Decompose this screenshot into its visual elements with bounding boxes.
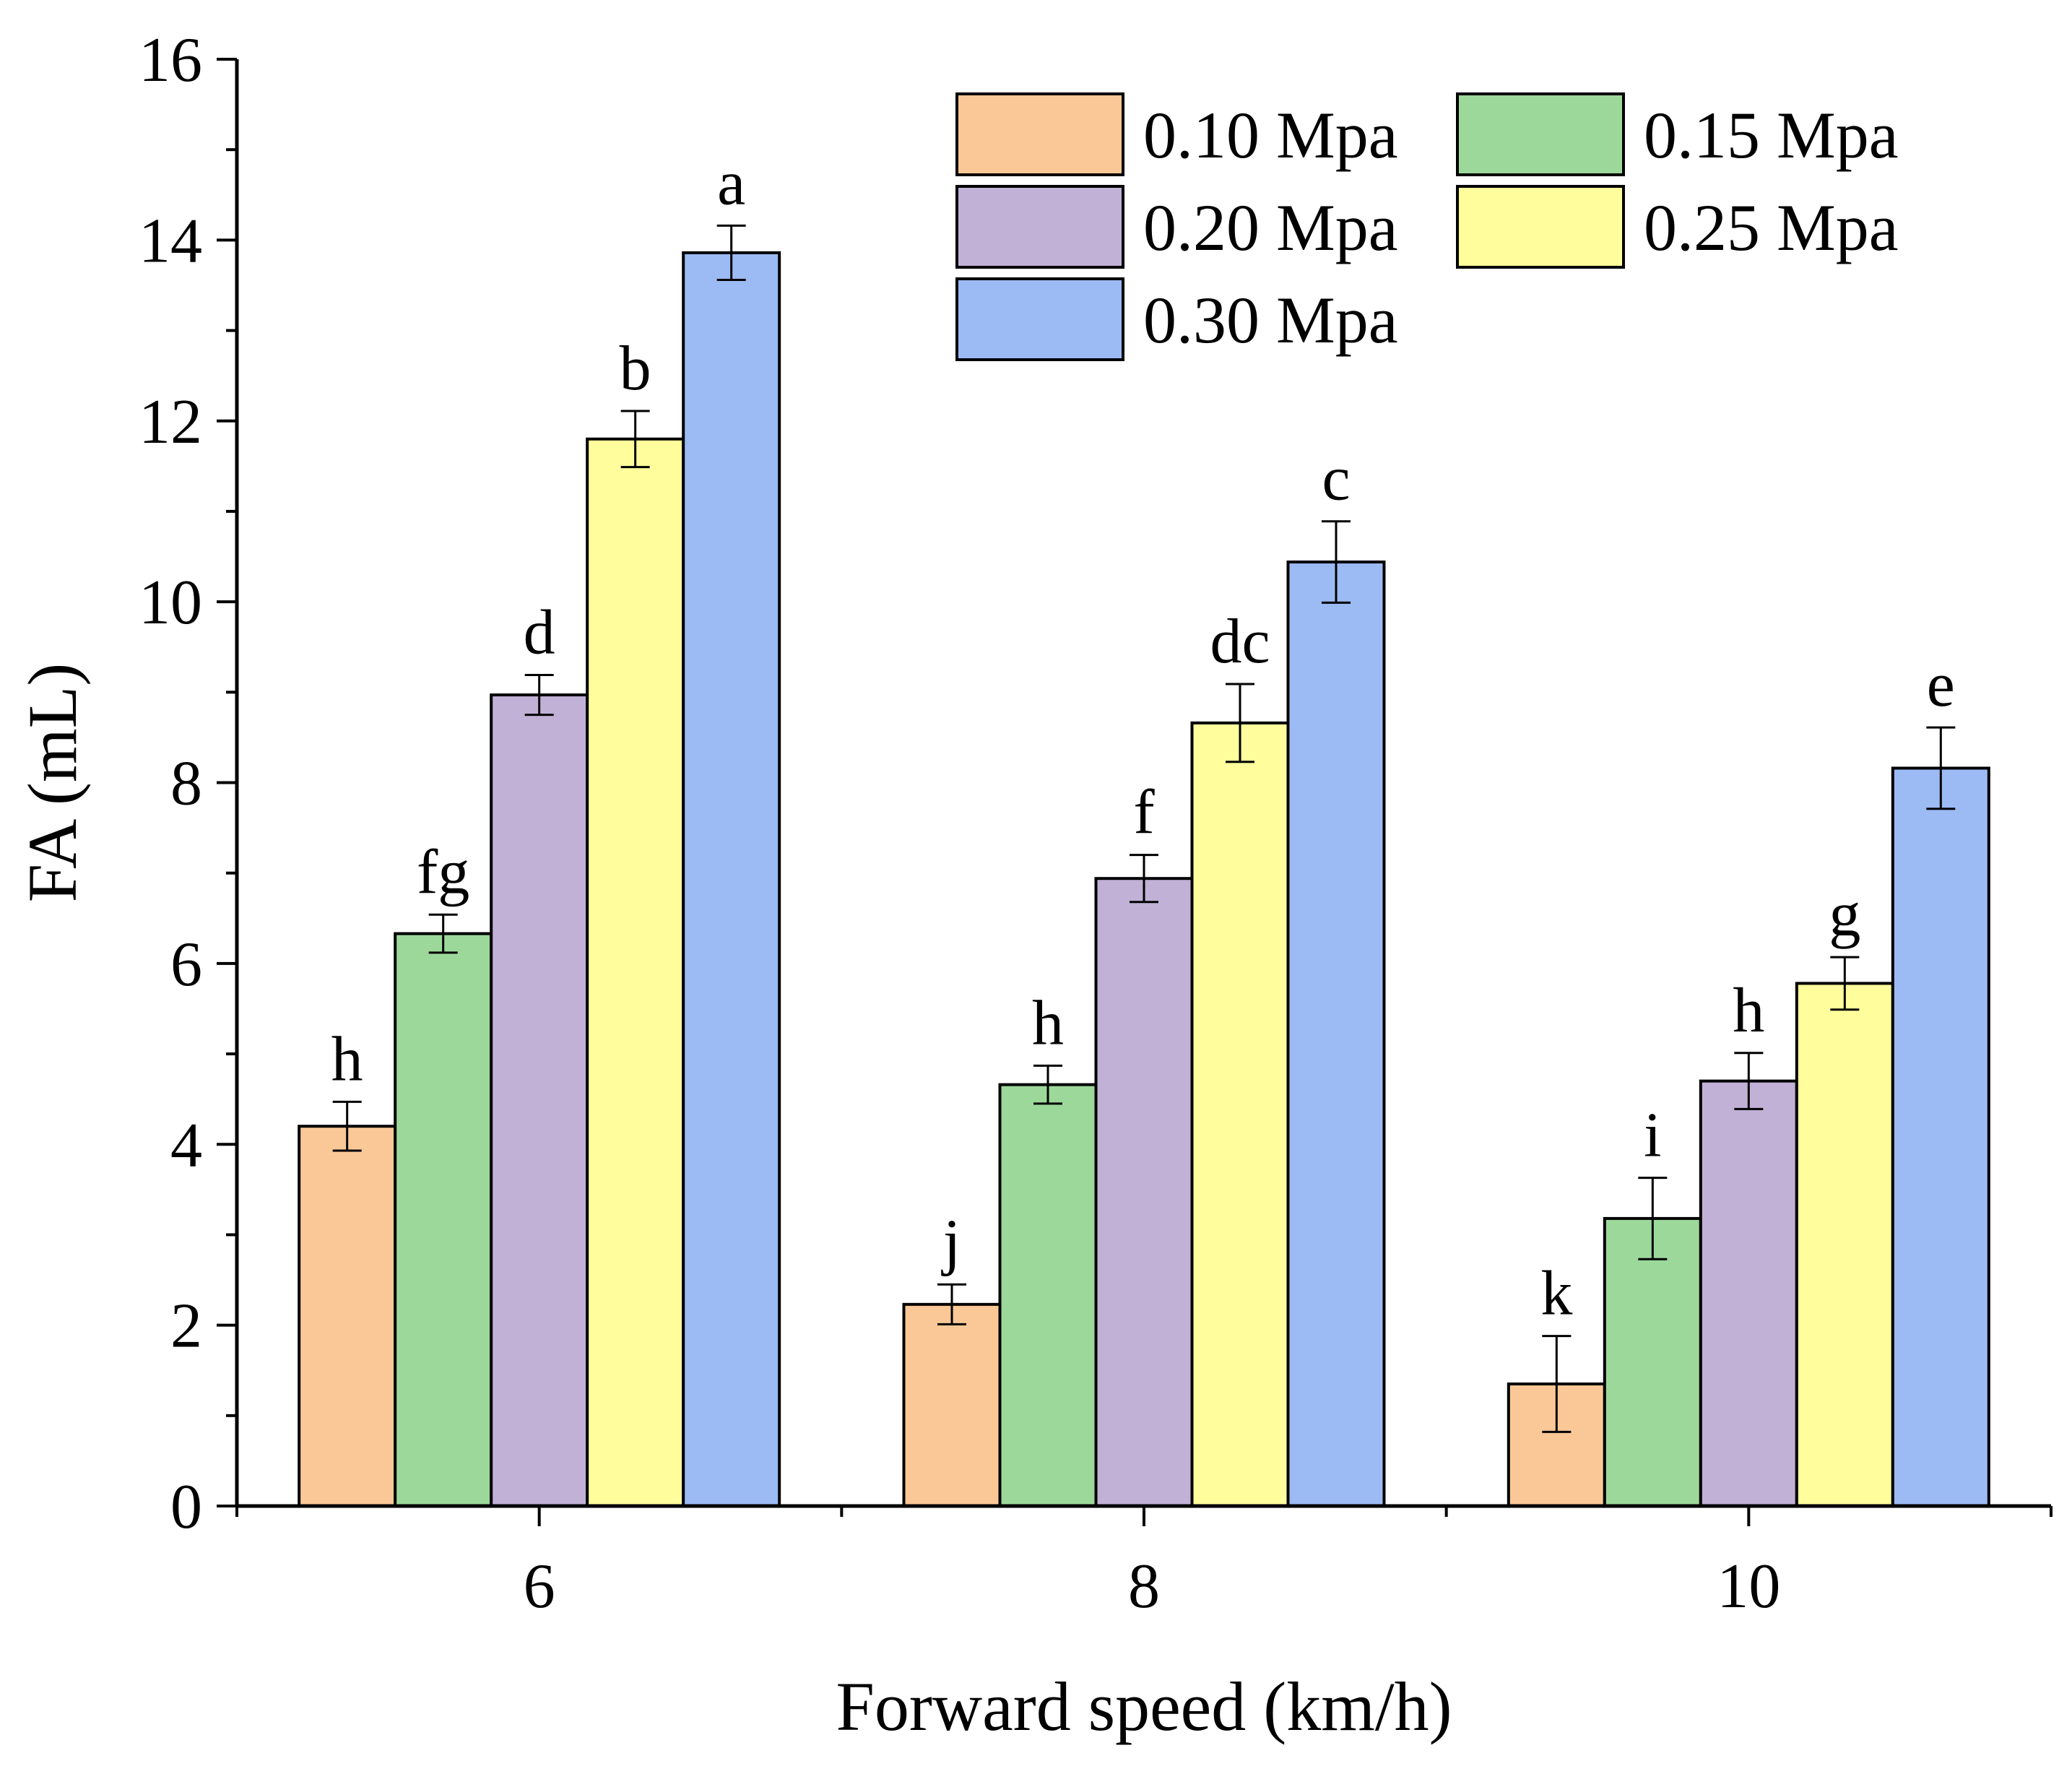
- plot-area: h j k fg h i d f h b dc g a c e: [298, 148, 1990, 1508]
- legend-label: 0.20 Mpa: [1143, 191, 1398, 264]
- legend-swatch: [1456, 92, 1625, 176]
- x-tick-label: 6: [524, 1552, 555, 1622]
- significance-label: f: [1133, 778, 1155, 848]
- legend-label: 0.10 Mpa: [1143, 98, 1398, 172]
- significance-label: d: [524, 598, 555, 668]
- bar: [1190, 721, 1290, 1507]
- bar: [1603, 1216, 1702, 1508]
- significance-label: fg: [417, 837, 469, 907]
- significance-label: e: [1927, 650, 1955, 720]
- legend-swatch: [955, 92, 1124, 176]
- bar: [1795, 982, 1894, 1507]
- y-tick-label: 12: [139, 387, 202, 457]
- y-tick-label: 4: [170, 1110, 202, 1180]
- bar: [1699, 1079, 1798, 1507]
- legend-label: 0.15 Mpa: [1644, 98, 1899, 172]
- axes: 0 2 4 6 8 10 12 14 16 6 8 10: [139, 25, 2053, 1622]
- bar: [902, 1302, 1002, 1508]
- y-tick-label: 8: [170, 749, 202, 819]
- y-axis-title: FA (mL): [14, 663, 91, 903]
- legend-swatch: [1456, 185, 1625, 269]
- bar: [998, 1083, 1098, 1507]
- y-tick-label: 6: [170, 930, 202, 1000]
- legend-swatch: [955, 277, 1124, 361]
- significance-label: h: [1032, 988, 1064, 1058]
- bar: [1286, 561, 1386, 1507]
- y-tick-label: 2: [170, 1291, 202, 1362]
- bar: [682, 251, 781, 1507]
- significance-label: i: [1644, 1101, 1661, 1171]
- bar: [394, 932, 493, 1507]
- y-tick-label: 14: [139, 206, 202, 276]
- bar: [1891, 766, 1990, 1507]
- y-tick-label: 10: [139, 568, 202, 638]
- significance-label: g: [1829, 880, 1860, 950]
- legend-swatch: [955, 185, 1124, 269]
- legend-label: 0.25 Mpa: [1644, 191, 1899, 264]
- bar: [490, 693, 589, 1507]
- y-tick-label: 0: [170, 1472, 202, 1542]
- significance-label: h: [1733, 976, 1764, 1046]
- bar: [586, 437, 685, 1507]
- y-tick-label: 16: [139, 25, 202, 95]
- x-axis-title: Forward speed (km/h): [836, 1668, 1452, 1745]
- x-tick-label: 8: [1128, 1552, 1160, 1622]
- significance-label: b: [620, 334, 651, 404]
- significance-label: h: [331, 1024, 363, 1094]
- significance-label: k: [1540, 1259, 1572, 1329]
- legend-label: 0.30 Mpa: [1143, 283, 1398, 357]
- bar: [298, 1125, 397, 1507]
- significance-label: a: [717, 148, 745, 218]
- significance-label: j: [941, 1207, 961, 1277]
- significance-label: dc: [1210, 607, 1270, 677]
- significance-label: c: [1322, 444, 1350, 514]
- legend: 0.10 Mpa 0.15 Mpa 0.20 Mpa 0.25 Mpa 0.30 Mpa: [955, 92, 1899, 361]
- bar: [1094, 877, 1194, 1507]
- x-tick-label: 10: [1717, 1552, 1780, 1622]
